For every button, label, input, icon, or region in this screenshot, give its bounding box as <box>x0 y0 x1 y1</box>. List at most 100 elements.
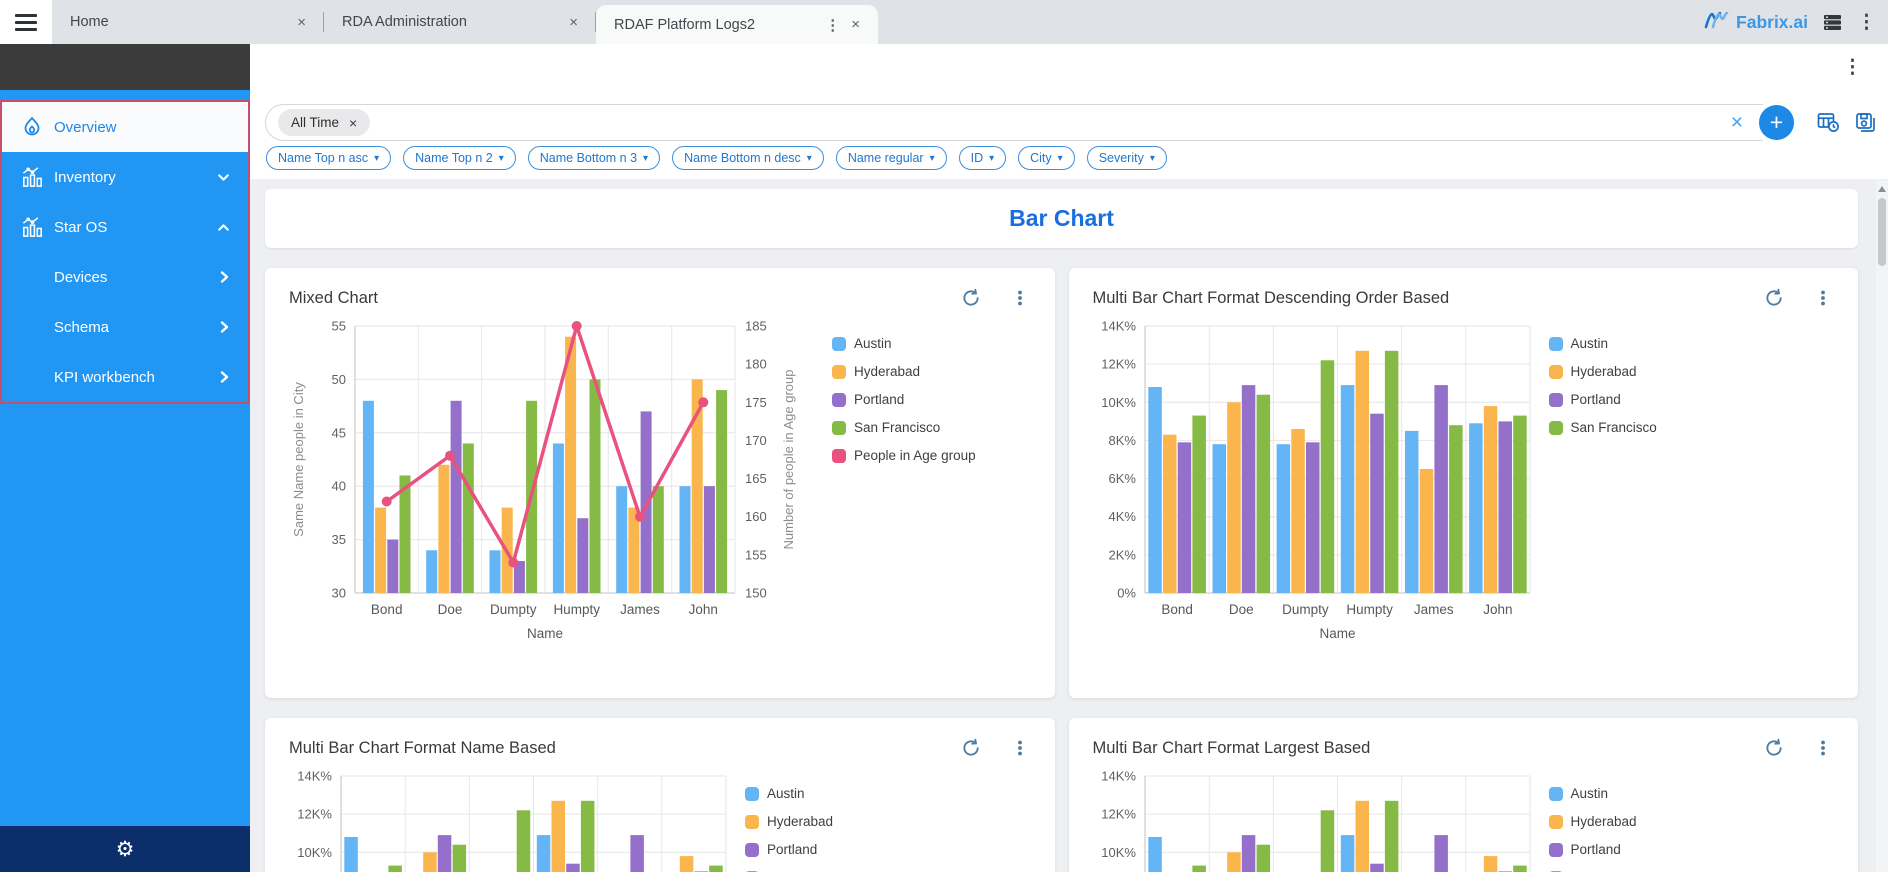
all-time-chip[interactable]: All Time × <box>278 109 371 136</box>
sidebar-item-star-os[interactable]: Star OS <box>2 202 248 252</box>
filter-row: All Time × × + <box>265 104 1876 141</box>
refresh-icon[interactable] <box>1764 738 1784 758</box>
legend-item-hyderabad[interactable]: Hyderabad <box>745 814 853 829</box>
refresh-icon[interactable] <box>961 738 981 758</box>
legend-item-san-francisco[interactable]: San Francisco <box>745 870 853 872</box>
sidebar-item-inventory[interactable]: Inventory <box>2 152 248 202</box>
kebab-icon[interactable] <box>1814 289 1832 307</box>
legend-label: San Francisco <box>767 870 853 872</box>
refresh-icon[interactable] <box>961 288 981 308</box>
tab-title: RDAF Platform Logs2 <box>614 16 756 33</box>
filter-chip-name-bottom-n-3[interactable]: Name Bottom n 3 ▾ <box>527 146 661 170</box>
page-body: Overview Inventory Star OS Devices Schema KPI… <box>0 44 1888 872</box>
svg-text:James: James <box>620 602 660 617</box>
legend-item-portland[interactable]: Portland <box>832 392 976 407</box>
filter-chip-name-top-n-asc[interactable]: Name Top n asc ▾ <box>266 146 392 170</box>
table-clock-icon[interactable] <box>1817 112 1840 133</box>
legend-swatch <box>745 814 759 829</box>
filter-chip-name-regular[interactable]: Name regular ▾ <box>835 146 947 170</box>
legend-item-people-in-age-group[interactable]: People in Age group <box>832 448 976 463</box>
tab-title: RDA Administration <box>342 14 467 30</box>
tabbar-right-cluster: Fabrix.ai ⋮ <box>1704 0 1888 44</box>
tab-kebab-icon[interactable]: ⋮ <box>825 16 841 34</box>
chevron-right-icon <box>216 369 232 385</box>
browser-tab-rdaf-platform-logs2[interactable]: RDAF Platform Logs2 ⋮ × <box>596 5 878 44</box>
add-filter-button[interactable]: + <box>1759 105 1794 140</box>
scrollbar-up-arrow-icon[interactable] <box>1878 186 1886 192</box>
legend-label: Austin <box>1570 336 1609 351</box>
browser-tab-bar: Home × RDA Administration × RDAF Platform Lo… <box>0 0 1888 44</box>
legend-swatch <box>1548 336 1563 351</box>
legend-label: Austin <box>854 336 892 351</box>
sidebar-item-schema[interactable]: Schema <box>2 302 248 352</box>
tab-close-icon[interactable]: × <box>851 16 860 33</box>
caret-down-icon: ▾ <box>643 152 649 164</box>
legend-item-portland[interactable]: Portland <box>745 842 853 857</box>
caret-down-icon: ▾ <box>989 152 995 164</box>
save-view-icon[interactable] <box>1855 112 1876 133</box>
clear-filter-icon[interactable]: × <box>1730 111 1743 134</box>
chart-title: Multi Bar Chart Format Name Based <box>289 738 556 757</box>
legend-item-san-francisco[interactable]: San Francisco <box>832 420 976 435</box>
chevron-right-icon <box>216 319 232 335</box>
filter-chip-id[interactable]: ID ▾ <box>958 146 1007 170</box>
svg-text:180: 180 <box>745 357 767 372</box>
sidebar-filler <box>0 404 250 826</box>
chevron-up-icon <box>215 219 232 236</box>
svg-text:Bond: Bond <box>1161 602 1193 617</box>
legend-item-austin[interactable]: Austin <box>1548 336 1657 351</box>
legend-item-hyderabad[interactable]: Hyderabad <box>1548 814 1657 829</box>
filter-chip-name-top-n-2[interactable]: Name Top n 2 ▾ <box>403 146 516 170</box>
svg-text:Humpty: Humpty <box>553 602 600 617</box>
svg-text:50: 50 <box>332 372 346 387</box>
legend-item-portland[interactable]: Portland <box>1548 842 1657 857</box>
browser-tab-home[interactable]: Home × <box>52 0 324 44</box>
legend-label: Austin <box>767 786 805 801</box>
browser-tab-rda-administration[interactable]: RDA Administration × <box>324 0 596 44</box>
svg-text:Name: Name <box>527 626 563 641</box>
all-time-close-icon[interactable]: × <box>349 114 358 131</box>
filter-chips-row: Name Top n asc ▾ Name Top n 2 ▾ Name Bottom … <box>266 146 1888 170</box>
filter-chip-city[interactable]: City ▾ <box>1018 146 1075 170</box>
content-kebab-icon[interactable]: ⋮ <box>1843 57 1862 78</box>
svg-text:55: 55 <box>332 319 346 334</box>
caret-down-icon: ▾ <box>929 152 935 164</box>
svg-text:Same Name people in City: Same Name people in City <box>291 382 306 537</box>
time-filter-input[interactable]: All Time × × + <box>265 104 1794 141</box>
legend-item-austin[interactable]: Austin <box>745 786 853 801</box>
legend-item-hyderabad[interactable]: Hyderabad <box>832 364 976 379</box>
legend-item-portland[interactable]: Portland <box>1548 392 1657 407</box>
tab-close-icon[interactable]: × <box>297 13 306 31</box>
svg-text:160: 160 <box>745 509 767 524</box>
caret-down-icon: ▾ <box>1057 152 1063 164</box>
sidebar-item-kpi-workbench[interactable]: KPI workbench <box>2 352 248 402</box>
content-scrollbar[interactable] <box>1876 181 1888 872</box>
legend-swatch <box>832 448 846 463</box>
browser-kebab-icon[interactable]: ⋮ <box>1857 11 1876 33</box>
kebab-icon[interactable] <box>1011 739 1029 757</box>
refresh-icon[interactable] <box>1764 288 1784 308</box>
sidebar-top-dark-strip <box>0 44 250 90</box>
legend-item-san-francisco[interactable]: San Francisco <box>1548 870 1657 872</box>
scrollbar-thumb[interactable] <box>1878 198 1886 266</box>
gear-icon[interactable]: ⚙ <box>115 837 135 861</box>
kebab-icon[interactable] <box>1814 739 1832 757</box>
tab-close-icon[interactable]: × <box>569 13 578 31</box>
svg-text:12K%: 12K% <box>1101 807 1136 822</box>
legend-item-austin[interactable]: Austin <box>832 336 976 351</box>
filter-chip-name-bottom-n-desc[interactable]: Name Bottom n desc ▾ <box>672 146 824 170</box>
server-rack-icon[interactable] <box>1823 14 1842 31</box>
legend-swatch <box>1548 392 1563 407</box>
legend-swatch <box>1548 870 1563 872</box>
hamburger-menu-button[interactable] <box>0 0 52 44</box>
kebab-icon[interactable] <box>1011 289 1029 307</box>
sidebar-item-devices[interactable]: Devices <box>2 252 248 302</box>
filter-chip-severity[interactable]: Severity ▾ <box>1086 146 1167 170</box>
legend-item-austin[interactable]: Austin <box>1548 786 1657 801</box>
sidebar-item-overview[interactable]: Overview <box>2 102 248 152</box>
legend-label: Portland <box>1570 392 1621 407</box>
svg-text:4K%: 4K% <box>1108 509 1136 524</box>
sidebar-item-label: Schema <box>54 318 110 336</box>
legend-item-san-francisco[interactable]: San Francisco <box>1548 420 1657 435</box>
legend-item-hyderabad[interactable]: Hyderabad <box>1548 364 1657 379</box>
